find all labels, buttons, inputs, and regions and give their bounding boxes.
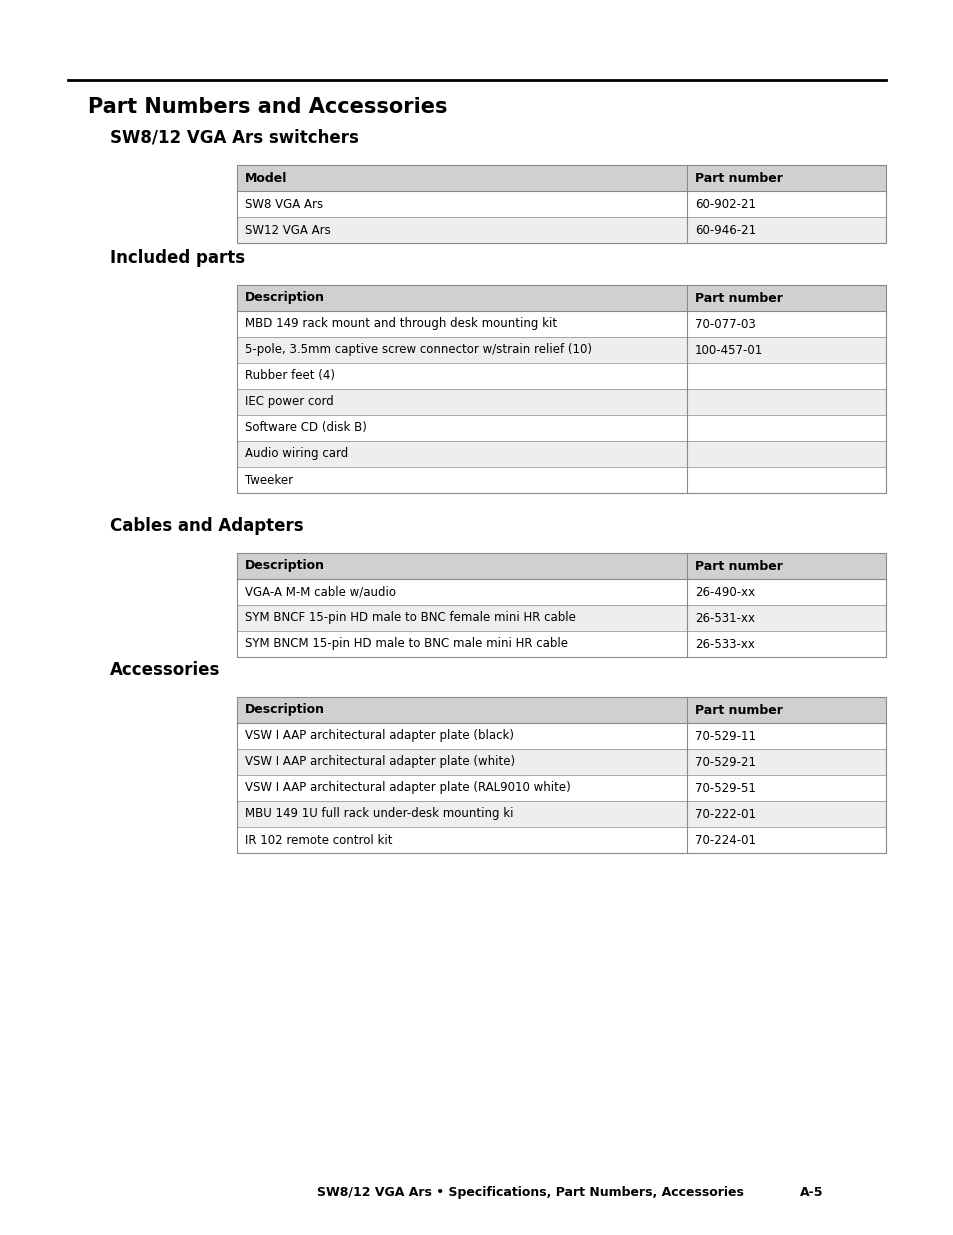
Bar [236,776,885,802]
Text: Included parts: Included parts [110,249,245,267]
Text: 70-529-21: 70-529-21 [695,756,755,768]
Text: SYM BNCM 15-pin HD male to BNC male mini HR cable: SYM BNCM 15-pin HD male to BNC male mini… [245,637,567,651]
Text: Part Numbers and Accessories: Part Numbers and Accessories [88,98,447,117]
Text: Part number: Part number [695,291,782,305]
Text: Cables and Adapters: Cables and Adapters [110,517,303,535]
Text: Description: Description [245,559,325,573]
Bar [236,337,885,363]
Text: 70-222-01: 70-222-01 [695,808,755,820]
Text: Model: Model [245,172,287,184]
Bar [236,467,885,493]
Text: VSW I AAP architectural adapter plate (black): VSW I AAP architectural adapter plate (b… [245,730,514,742]
Text: SW8/12 VGA Ars • Specifications, Part Numbers, Accessories: SW8/12 VGA Ars • Specifications, Part Nu… [316,1186,742,1199]
Text: MBD 149 rack mount and through desk mounting kit: MBD 149 rack mount and through desk moun… [245,317,557,331]
Text: IR 102 remote control kit: IR 102 remote control kit [245,834,392,846]
Bar [236,415,885,441]
Text: MBU 149 1U full rack under-desk mounting ki: MBU 149 1U full rack under-desk mounting… [245,808,513,820]
Text: Software CD (disk B): Software CD (disk B) [245,421,367,435]
Text: SYM BNCF 15-pin HD male to BNC female mini HR cable: SYM BNCF 15-pin HD male to BNC female mi… [245,611,576,625]
Bar [236,579,885,605]
Text: 26-533-xx: 26-533-xx [695,637,754,651]
Bar [236,285,885,493]
Text: SW8 VGA Ars: SW8 VGA Ars [245,198,323,210]
Text: Part number: Part number [695,559,782,573]
Text: SW8/12 VGA Ars switchers: SW8/12 VGA Ars switchers [110,128,358,147]
Bar [236,553,885,579]
Text: 5-pole, 3.5mm captive screw connector w/strain relief (10): 5-pole, 3.5mm captive screw connector w/… [245,343,592,357]
Text: Accessories: Accessories [110,661,220,679]
Text: 70-529-51: 70-529-51 [695,782,755,794]
Text: Part number: Part number [695,172,782,184]
Text: Rubber feet (4): Rubber feet (4) [245,369,335,383]
Text: Description: Description [245,704,325,716]
Text: 60-902-21: 60-902-21 [695,198,755,210]
Bar [236,441,885,467]
Bar [236,191,885,217]
Text: Part number: Part number [695,704,782,716]
Bar [236,553,885,657]
Text: 100-457-01: 100-457-01 [695,343,762,357]
Text: SW12 VGA Ars: SW12 VGA Ars [245,224,331,236]
Bar [236,802,885,827]
Text: Audio wiring card: Audio wiring card [245,447,348,461]
Text: VGA-A M-M cable w/audio: VGA-A M-M cable w/audio [245,585,395,599]
Bar [236,285,885,311]
Text: IEC power cord: IEC power cord [245,395,334,409]
Text: 70-077-03: 70-077-03 [695,317,755,331]
Bar [236,389,885,415]
Text: 60-946-21: 60-946-21 [695,224,756,236]
Text: 70-224-01: 70-224-01 [695,834,755,846]
Bar [236,165,885,191]
Bar [236,605,885,631]
Bar [236,631,885,657]
Bar [236,217,885,243]
Text: VSW I AAP architectural adapter plate (RAL9010 white): VSW I AAP architectural adapter plate (R… [245,782,570,794]
Bar [236,827,885,853]
Text: 26-490-xx: 26-490-xx [695,585,755,599]
Bar [236,697,885,722]
Bar [236,748,885,776]
Bar [236,363,885,389]
Bar [236,722,885,748]
Text: Tweeker: Tweeker [245,473,293,487]
Bar [236,311,885,337]
Text: A-5: A-5 [800,1186,822,1199]
Bar [236,697,885,853]
Text: 70-529-11: 70-529-11 [695,730,755,742]
Text: VSW I AAP architectural adapter plate (white): VSW I AAP architectural adapter plate (w… [245,756,515,768]
Text: Description: Description [245,291,325,305]
Bar [236,165,885,243]
Text: 26-531-xx: 26-531-xx [695,611,754,625]
